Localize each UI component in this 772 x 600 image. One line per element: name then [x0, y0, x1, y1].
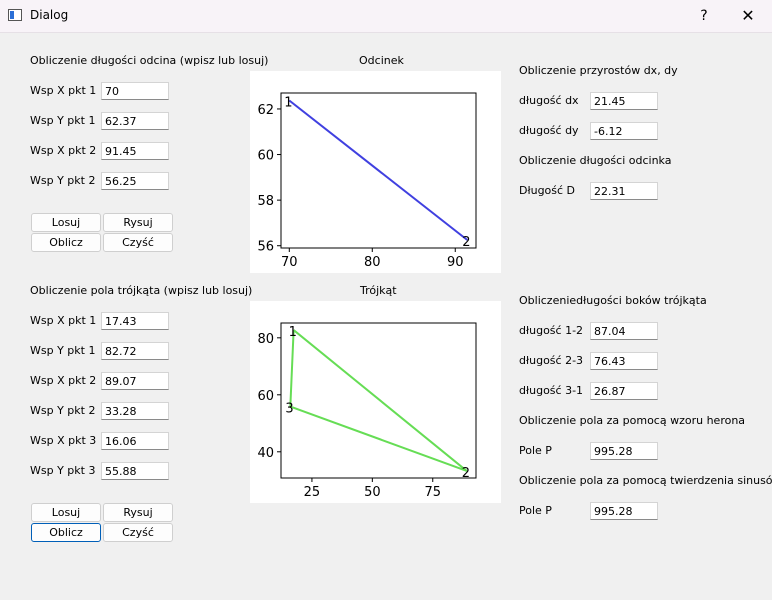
segment-x1-input[interactable]: [101, 82, 169, 100]
segment-x-tick-label-2: 90: [447, 255, 464, 270]
triangle-y-tick-label-2: 80: [257, 332, 274, 347]
increments-heading: Obliczenie przyrostów dx, dy: [519, 64, 678, 77]
triangle-random-button[interactable]: Losuj: [31, 503, 101, 522]
segment-x-tick-label-0: 70: [281, 255, 298, 270]
side-23-output[interactable]: [590, 352, 658, 370]
side-31-output[interactable]: [590, 382, 658, 400]
triangle-x1-label: Wsp X pkt 1: [30, 314, 97, 327]
heron-area-output[interactable]: [590, 442, 658, 460]
dy-label: długość dy: [519, 124, 579, 137]
segment-draw-button[interactable]: Rysuj: [103, 213, 173, 232]
sides-heading: Obliczeniedługości boków trójkąta: [519, 294, 707, 307]
segment-clear-button[interactable]: Czyść: [103, 233, 173, 252]
triangle-x1-input[interactable]: [101, 312, 169, 330]
side-31-label: długość 3-1: [519, 384, 584, 397]
triangle-heading: Obliczenie pola trójkąta (wpisz lub losu…: [30, 284, 253, 297]
sine-area-output[interactable]: [590, 502, 658, 520]
segment-x2-label: Wsp X pkt 2: [30, 144, 97, 157]
triangle-chart-title: Trójkąt: [360, 284, 397, 297]
dy-output[interactable]: [590, 122, 658, 140]
segment-chart: 70 80 90 56 58 60 62 1 2: [250, 71, 501, 273]
triangle-compute-button[interactable]: Oblicz: [31, 523, 101, 542]
help-button[interactable]: ?: [700, 8, 708, 24]
triangle-y1-label: Wsp Y pkt 1: [30, 344, 96, 357]
triangle-y3-input[interactable]: [101, 462, 169, 480]
segment-random-button[interactable]: Losuj: [31, 213, 101, 232]
side-12-output[interactable]: [590, 322, 658, 340]
segment-y1-label: Wsp Y pkt 1: [30, 114, 96, 127]
window-title: Dialog: [30, 8, 69, 22]
segment-point-label-1: 1: [284, 96, 292, 111]
segment-y2-label: Wsp Y pkt 2: [30, 174, 96, 187]
segment-heading: Obliczenie długości odcina (wpisz lub lo…: [30, 54, 269, 67]
triangle-point-label-3: 3: [285, 402, 293, 417]
side-12-label: długość 1-2: [519, 324, 584, 337]
triangle-point-label-1: 1: [289, 325, 297, 340]
close-icon[interactable]: ✕: [741, 6, 755, 25]
triangle-y1-input[interactable]: [101, 342, 169, 360]
heron-area-label: Pole P: [519, 444, 552, 457]
triangle-draw-button[interactable]: Rysuj: [103, 503, 173, 522]
segment-y-tick-label-2: 60: [257, 149, 274, 164]
side-23-label: długość 2-3: [519, 354, 584, 367]
heron-heading: Obliczenie pola za pomocą wzoru herona: [519, 414, 746, 427]
sine-heading: Obliczenie pola za pomocą twierdzenia si…: [519, 474, 772, 487]
triangle-x3-input[interactable]: [101, 432, 169, 450]
segment-point-label-2: 2: [462, 235, 470, 250]
triangle-y2-input[interactable]: [101, 402, 169, 420]
segment-y-tick-label-3: 62: [257, 103, 274, 118]
triangle-x-tick-label-2: 75: [424, 485, 441, 500]
segment-chart-title: Odcinek: [359, 54, 404, 67]
triangle-chart-svg: 25 50 75 40 60 80 1 2 3: [257, 322, 477, 500]
triangle-y-tick-label-1: 60: [257, 389, 274, 404]
triangle-clear-button[interactable]: Czyść: [103, 523, 173, 542]
segment-y1-input[interactable]: [101, 112, 169, 130]
length-d-output[interactable]: [590, 182, 658, 200]
app-window-icon: [8, 9, 22, 21]
dx-label: długość dx: [519, 94, 579, 107]
segment-y-tick-label-0: 56: [257, 240, 274, 255]
segment-x2-input[interactable]: [101, 142, 169, 160]
triangle-series-line: [289, 329, 468, 472]
triangle-x-tick-label-1: 50: [364, 485, 381, 500]
sine-area-label: Pole P: [519, 504, 552, 517]
triangle-x2-label: Wsp X pkt 2: [30, 374, 97, 387]
triangle-y3-label: Wsp Y pkt 3: [30, 464, 96, 477]
segment-compute-button[interactable]: Oblicz: [31, 233, 101, 252]
triangle-point-label-2: 2: [462, 466, 470, 481]
segment-y-tick-label-1: 58: [257, 194, 274, 209]
triangle-x-tick-label-0: 25: [304, 485, 321, 500]
length-heading: Obliczenie długości odcinka: [519, 154, 672, 167]
triangle-y-tick-label-0: 40: [257, 446, 274, 461]
triangle-x3-label: Wsp X pkt 3: [30, 434, 97, 447]
segment-series-line: [288, 99, 468, 241]
segment-y2-input[interactable]: [101, 172, 169, 190]
length-d-label: Długość D: [519, 184, 576, 197]
dx-output[interactable]: [590, 92, 658, 110]
segment-x-tick-label-1: 80: [364, 255, 381, 270]
triangle-x2-input[interactable]: [101, 372, 169, 390]
segment-x1-label: Wsp X pkt 1: [30, 84, 97, 97]
triangle-chart: 25 50 75 40 60 80 1 2 3: [250, 301, 501, 503]
segment-chart-svg: 70 80 90 56 58 60 62 1 2: [257, 92, 477, 270]
title-bar: Dialog ? ✕: [0, 0, 772, 33]
triangle-y2-label: Wsp Y pkt 2: [30, 404, 96, 417]
